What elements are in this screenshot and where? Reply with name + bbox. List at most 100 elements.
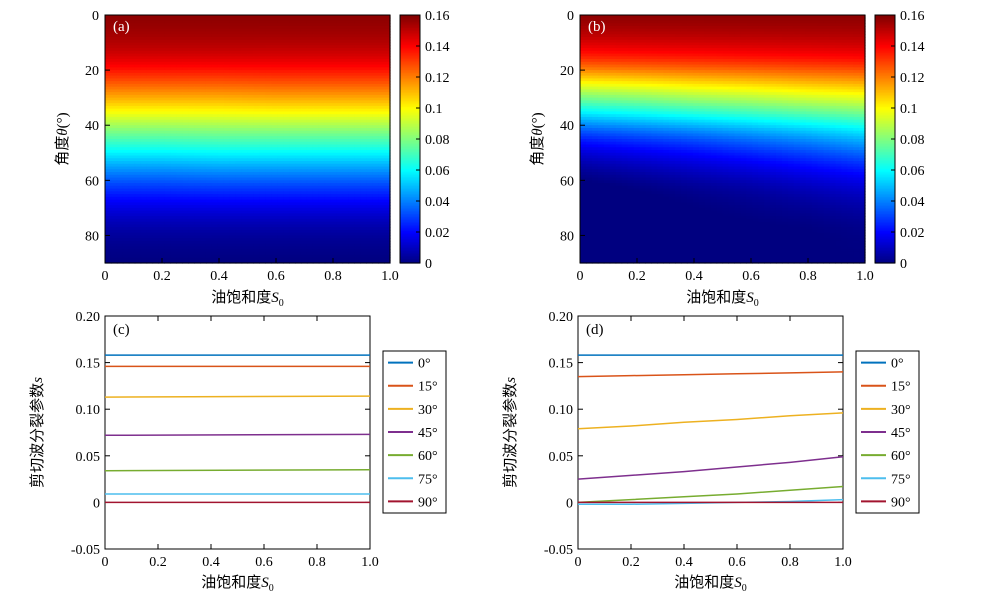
- heatmap-cell: [823, 34, 830, 38]
- heatmap-cell: [384, 67, 391, 71]
- heatmap-cell: [188, 202, 195, 206]
- heatmap-cell: [194, 50, 201, 55]
- heatmap-cell: [140, 177, 148, 181]
- heatmap-cell: [259, 119, 266, 124]
- heatmap-cell: [312, 23, 320, 27]
- heatmap-cell: [116, 83, 124, 88]
- heatmap-cell: [122, 20, 130, 24]
- heatmap-cell: [378, 161, 385, 165]
- heatmap-cell: [716, 26, 724, 30]
- heatmap-cell: [205, 177, 213, 181]
- heatmap-cell: [360, 235, 367, 239]
- heatmap-cell: [176, 75, 183, 79]
- heatmap-cell: [128, 166, 136, 170]
- heatmap-cell: [295, 89, 302, 93]
- heatmap-cell: [116, 155, 124, 159]
- heatmap-cell: [247, 183, 255, 187]
- heatmap-cell: [128, 114, 136, 118]
- heatmap-cell: [271, 205, 278, 209]
- heatmap-cell: [105, 31, 112, 35]
- heatmap-cell: [651, 26, 658, 30]
- heatmap-cell: [318, 213, 326, 217]
- heatmap-cell: [336, 111, 344, 115]
- heatmap-cell: [158, 72, 165, 77]
- heatmap-cell: [330, 194, 338, 198]
- heatmap-cell: [116, 59, 124, 63]
- heatmap-cell: [110, 243, 118, 248]
- heatmap-cell: [295, 174, 302, 179]
- heatmap-cell: [217, 17, 225, 22]
- heatmap-cell: [378, 221, 385, 226]
- heatmap-cell: [176, 20, 183, 24]
- heatmap-cell: [271, 196, 278, 201]
- heatmap-cell: [289, 232, 296, 237]
- heatmap-cell: [140, 119, 148, 124]
- heatmap-cell: [182, 20, 189, 24]
- heatmap-cell: [384, 188, 391, 192]
- heatmap-cell: [116, 188, 124, 192]
- heatmap-cell: [306, 37, 314, 41]
- heatmap-cell: [146, 218, 154, 223]
- heatmap-cell: [217, 26, 225, 30]
- heatmap-cell: [105, 108, 112, 113]
- heatmap-cell: [259, 229, 266, 234]
- heatmap-cell: [217, 127, 225, 132]
- heatmap-cell: [211, 202, 219, 206]
- heatmap-cell: [188, 251, 195, 256]
- heatmap-cell: [277, 89, 284, 93]
- heatmap-cell: [105, 119, 112, 124]
- heatmap-cell: [205, 251, 213, 256]
- heatmap-cell: [116, 147, 124, 151]
- heatmap-cell: [342, 257, 350, 261]
- heatmap-cell: [122, 136, 130, 140]
- heatmap-cell: [176, 17, 183, 22]
- heatmap-cell: [128, 48, 136, 52]
- heatmap-cell: [211, 122, 219, 126]
- heatmap-cell: [342, 67, 350, 71]
- heatmap-cell: [271, 183, 278, 187]
- heatmap-cell: [597, 20, 605, 24]
- colorbar-segment: [400, 73, 420, 77]
- heatmap-cell: [241, 86, 249, 90]
- heatmap-cell: [360, 42, 367, 46]
- heatmap-cell: [188, 97, 195, 102]
- colorbar-segment: [400, 95, 420, 98]
- heatmap-cell: [372, 177, 379, 181]
- heatmap-cell: [158, 48, 165, 52]
- heatmap-cell: [651, 34, 658, 38]
- heatmap-cell: [205, 166, 213, 170]
- heatmap-cell: [241, 59, 249, 63]
- heatmap-cell: [277, 169, 284, 173]
- heatmap-cell: [110, 227, 118, 231]
- heatmap-cell: [591, 39, 599, 44]
- heatmap-cell: [128, 216, 136, 220]
- heatmap-cell: [170, 235, 177, 239]
- heatmap-cell: [366, 70, 373, 74]
- heatmap-cell: [128, 81, 136, 85]
- heatmap-cell: [229, 53, 237, 57]
- heatmap-cell: [247, 150, 255, 154]
- heatmap-cell: [116, 174, 124, 179]
- heatmap-cell: [200, 221, 207, 226]
- heatmap-cell: [306, 166, 314, 170]
- heatmap-cell: [295, 235, 302, 239]
- heatmap-cell: [265, 147, 272, 151]
- heatmap-cell: [330, 196, 338, 201]
- colorbar-segment: [400, 61, 420, 64]
- heatmap-cell: [164, 122, 171, 126]
- heatmap-cell: [176, 180, 183, 184]
- heatmap-cell: [205, 141, 213, 146]
- heatmap-cell: [354, 180, 361, 184]
- heatmap-cell: [200, 139, 207, 143]
- heatmap-cell: [110, 28, 118, 33]
- heatmap-cell: [122, 174, 130, 179]
- heatmap-cell: [265, 97, 272, 102]
- heatmap-cell: [146, 257, 154, 261]
- heatmap-cell: [152, 116, 160, 121]
- heatmap-cell: [686, 34, 694, 38]
- heatmap-cell: [158, 235, 165, 239]
- heatmap-cell: [348, 53, 355, 57]
- heatmap-cell: [283, 147, 290, 151]
- heatmap-cell: [289, 218, 296, 223]
- heatmap-cell: [324, 202, 332, 206]
